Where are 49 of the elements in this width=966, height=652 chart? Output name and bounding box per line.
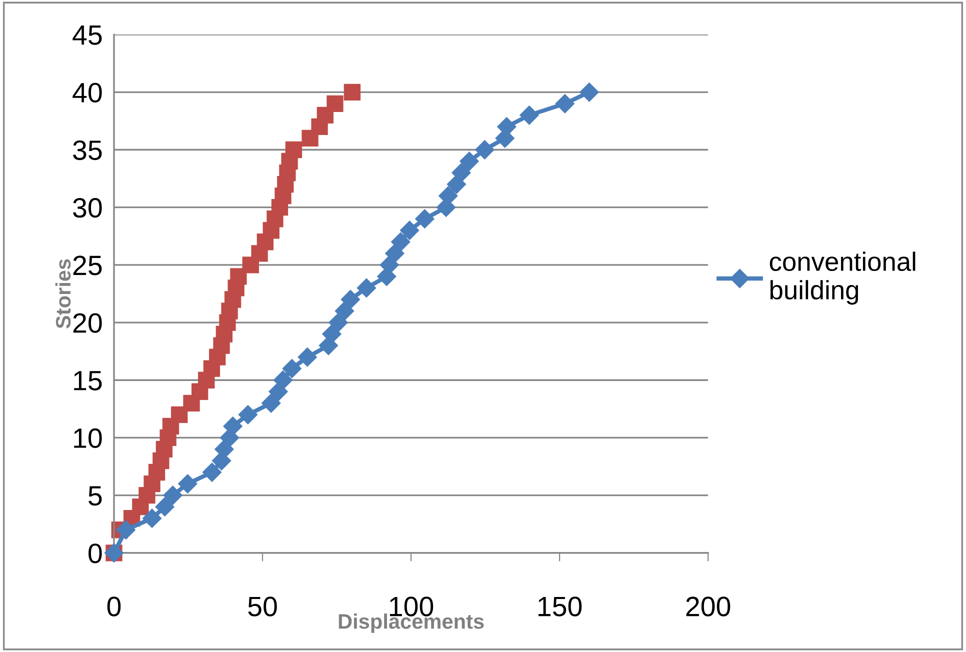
point: [155, 497, 174, 516]
point: [273, 370, 293, 390]
point: [282, 359, 302, 378]
point: [285, 141, 302, 158]
x-tick-label: 150: [538, 596, 582, 616]
point: [452, 163, 471, 182]
y-tick-label: 10: [74, 428, 102, 448]
point: [334, 301, 354, 321]
x-tick-label: 200: [686, 596, 730, 616]
point: [400, 220, 420, 240]
point: [163, 486, 182, 505]
point: [415, 209, 434, 228]
point: [298, 348, 317, 367]
point: [446, 174, 466, 194]
point: [262, 394, 281, 413]
y-axis-title: Stories: [55, 259, 71, 328]
point: [520, 106, 539, 125]
point: [580, 82, 599, 102]
y-tick-label: 25: [73, 256, 102, 276]
y-tick-label: 15: [74, 371, 102, 390]
point: [326, 95, 344, 112]
x-tick-label: 0: [107, 596, 121, 616]
y-tick-label: 35: [73, 140, 102, 160]
point: [142, 508, 162, 528]
y-tick-label: 45: [72, 26, 102, 45]
point: [460, 152, 479, 171]
point: [171, 406, 188, 424]
point: [116, 520, 136, 540]
y-tick-label: 20: [73, 313, 102, 333]
point: [385, 244, 404, 263]
point: [178, 474, 198, 494]
x-tick-label: 50: [248, 596, 277, 616]
point: [391, 232, 410, 252]
y-tick-label: 40: [72, 82, 102, 102]
point: [340, 290, 360, 310]
point: [202, 462, 222, 482]
point: [268, 382, 288, 402]
point: [238, 405, 258, 424]
point: [230, 268, 247, 285]
y-tick-label: 0: [88, 544, 102, 564]
point: [356, 278, 376, 298]
y-tick-label: 5: [88, 486, 102, 506]
point: [223, 416, 242, 436]
y-tick-label: 30: [73, 198, 102, 218]
point: [344, 84, 361, 100]
point: [475, 140, 494, 160]
point: [328, 312, 348, 332]
legend-label: conventional building: [770, 252, 916, 305]
point: [555, 94, 574, 114]
